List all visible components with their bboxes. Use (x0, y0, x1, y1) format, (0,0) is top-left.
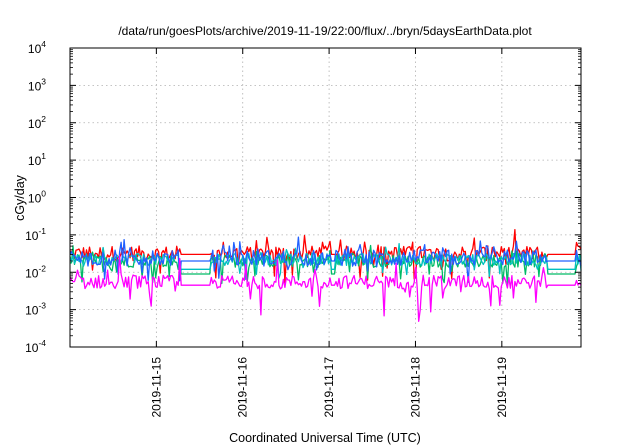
y-tick-label: 10-3 (25, 301, 46, 318)
y-tick-label: 10-4 (25, 338, 46, 355)
series-line-3 (69, 236, 582, 283)
x-tick-label: 2019-11-15 (149, 357, 163, 418)
x-axis-label: Coordinated Universal Time (UTC) (229, 431, 421, 445)
y-tick-label: 10-2 (25, 263, 46, 280)
x-tick-label: 2019-11-16 (236, 357, 250, 418)
x-tick-label: 2019-11-17 (322, 357, 336, 418)
chart-title: /data/run/goesPlots/archive/2019-11-19/2… (118, 24, 532, 38)
series-line-4 (69, 254, 582, 322)
y-tick-label: 104 (28, 39, 46, 56)
grid (70, 48, 581, 347)
x-tick-label: 2019-11-18 (408, 357, 422, 418)
axes: 104 103 102 101 100 10-1 10-2 10-3 10-4 2019-11-1… (25, 39, 581, 418)
y-tick-label: 103 (28, 76, 46, 93)
y-tick-label: 101 (28, 151, 46, 168)
series-layer (69, 228, 582, 322)
plot-frame (69, 47, 582, 348)
y-tick-label: 10-1 (25, 226, 46, 243)
y-tick-label: 102 (28, 114, 46, 131)
x-tick-label: 2019-11-19 (495, 357, 509, 418)
y-axis-label: cGy/day (13, 174, 27, 221)
y-tick-label: 100 (28, 189, 46, 206)
